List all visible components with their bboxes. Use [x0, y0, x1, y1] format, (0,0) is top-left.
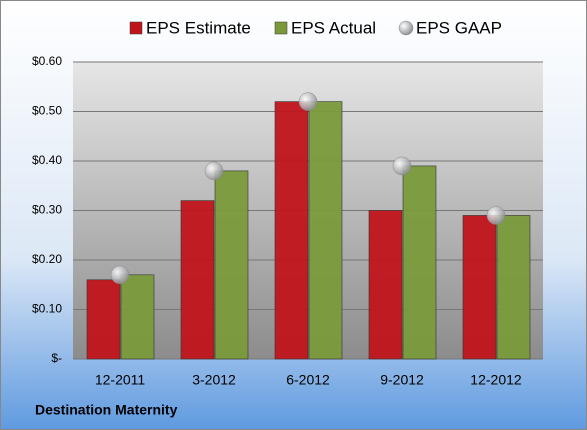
legend-label: EPS GAAP: [416, 18, 502, 37]
y-tick-label: $0.10: [32, 302, 62, 316]
point: [110, 265, 130, 285]
bar: [402, 165, 437, 360]
x-tick-label: 12-2011: [95, 372, 146, 388]
bar: [180, 200, 215, 360]
legend-marker: [129, 21, 143, 35]
y-tick-label: $0.50: [32, 104, 62, 118]
point: [204, 161, 224, 181]
y-tick-label: $0.40: [32, 153, 62, 167]
legend-marker: [398, 20, 414, 36]
bar: [308, 101, 343, 360]
y-tick-label: $-: [51, 351, 62, 365]
bar: [120, 274, 155, 360]
bar: [86, 279, 121, 360]
caption: Destination Maternity: [35, 402, 178, 418]
y-tick-label: $0.20: [32, 252, 62, 266]
point: [392, 156, 412, 176]
x-tick-label: 9-2012: [380, 372, 424, 388]
legend-label: EPS Estimate: [146, 18, 251, 37]
y-tick-label: $0.60: [32, 54, 62, 68]
bar: [214, 170, 249, 360]
y-tick-label: $0.30: [32, 203, 62, 217]
legend-marker: [274, 21, 288, 35]
x-tick-label: 12-2012: [470, 372, 522, 388]
legend-label: EPS Actual: [291, 18, 376, 37]
bar: [496, 215, 531, 360]
x-tick-label: 3-2012: [192, 372, 236, 388]
point: [298, 92, 318, 111]
bar: [462, 215, 497, 360]
point: [486, 206, 506, 225]
bar: [274, 101, 309, 360]
x-tick-label: 6-2012: [286, 372, 330, 388]
bar: [368, 210, 403, 360]
